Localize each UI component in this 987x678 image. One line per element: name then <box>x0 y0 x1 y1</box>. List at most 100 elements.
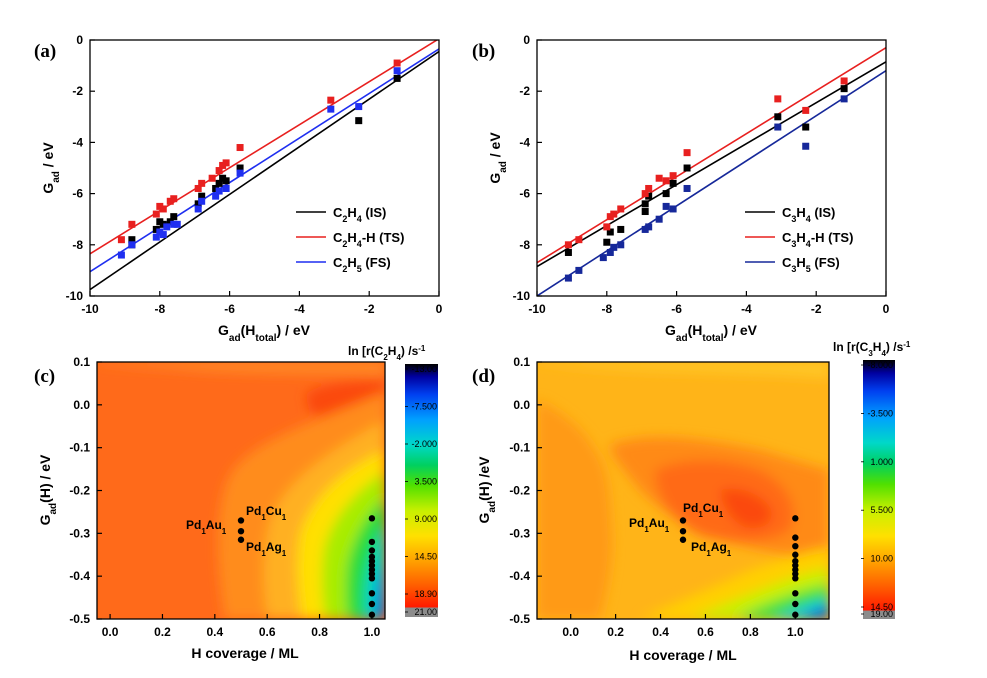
data-point-series-2 <box>159 231 167 239</box>
data-point-series-2 <box>327 105 335 113</box>
data-point-series-2 <box>564 274 572 282</box>
data-point-series-1 <box>236 144 244 152</box>
x-tick-label: 0.4 <box>652 625 669 639</box>
data-point-series-2 <box>662 202 670 210</box>
data-point-series-2 <box>152 233 160 241</box>
panel-a-ticks: -10 -8 -6 -4 -2 0 0 -2 -4 -6 -8 -10 <box>66 33 443 316</box>
data-point-series-1 <box>603 223 611 231</box>
y-tick-label: 0.1 <box>73 355 90 369</box>
data-point-series-0 <box>683 164 691 172</box>
data-point-series-1 <box>198 179 206 187</box>
data-point-series-1 <box>159 205 167 213</box>
y-tick-label: -0.1 <box>509 441 530 455</box>
data-point-series-2 <box>194 205 202 213</box>
data-point-series-2 <box>683 184 691 192</box>
catalyst-point <box>792 575 799 582</box>
catalyst-point <box>368 600 376 608</box>
colorbar-tick-label: 3.500 <box>414 477 437 487</box>
x-tick-label: 0.8 <box>742 625 759 639</box>
data-point-series-1 <box>208 174 216 182</box>
legend-a-ts: C2H4-H (TS) <box>333 230 404 249</box>
x-tick-label: 1.0 <box>364 625 381 639</box>
fit-line-series-0 <box>537 61 886 268</box>
data-point-series-2 <box>575 266 583 274</box>
x-tick-label: 0 <box>883 302 890 316</box>
colorbar-tick-label: -7.500 <box>411 402 437 412</box>
data-point-series-1 <box>802 106 810 114</box>
data-point-series-1 <box>683 149 691 157</box>
data-point-series-2 <box>117 251 125 259</box>
y-tick-label: -8 <box>72 238 83 252</box>
colorbar-tick-label: -13.00 <box>411 364 437 374</box>
catalyst-point <box>679 536 687 543</box>
panel-a-legend: C2H4 (IS) C2H4-H (TS) C2H5 (FS) <box>296 205 404 274</box>
y-tick-label: -4 <box>519 135 530 149</box>
annot-d-pd1ag1: Pd1Ag1 <box>691 540 732 558</box>
colorbar-tick-label: 1.000 <box>870 457 893 467</box>
annot-d-pd1cu1: Pd1Cu1 <box>683 501 724 519</box>
panel-b-xlabel: Gad(Htotal) / eV <box>665 322 758 344</box>
y-tick-label: -2 <box>519 84 530 98</box>
data-point-series-0 <box>774 113 782 121</box>
data-point-series-0 <box>802 123 810 131</box>
data-point-series-1 <box>645 184 653 192</box>
panel-b-legend: C3H4 (IS) C3H4-H (TS) C3H5 (FS) <box>745 205 853 274</box>
y-tick-label: -8 <box>519 238 530 252</box>
data-point-series-2 <box>802 142 810 150</box>
panel-d-colorbar-title: ln [r(C3H4) /s-1 <box>833 340 911 358</box>
data-point-series-2 <box>212 192 220 200</box>
data-point-series-2 <box>215 187 223 195</box>
y-tick-label: -2 <box>72 84 83 98</box>
x-tick-label: -6 <box>671 302 682 316</box>
panel-d-markers <box>679 515 799 618</box>
colorbar-tick-label: 9.000 <box>414 514 437 524</box>
data-point-series-2 <box>669 205 677 213</box>
data-point-series-1 <box>840 77 848 85</box>
data-point-series-0 <box>393 74 401 82</box>
data-point-series-2 <box>393 67 401 75</box>
panel-a-xlabel: Gad(Htotal) / eV <box>218 322 311 344</box>
annot-c-pd1ag1: Pd1Ag1 <box>246 540 287 558</box>
data-point-series-0 <box>606 228 614 236</box>
catalyst-point <box>368 547 376 554</box>
panel-c-colorbar-ticks: -13.00 -7.500 -2.000 3.500 9.000 14.50 18.90 21… <box>405 364 437 617</box>
x-tick-label: -4 <box>741 302 752 316</box>
x-tick-label: -2 <box>811 302 822 316</box>
x-tick-label: 1.0 <box>787 625 804 639</box>
data-point-series-1 <box>669 172 677 180</box>
catalyst-point <box>368 575 376 582</box>
x-tick-label: 0.2 <box>607 625 624 639</box>
catalyst-point <box>237 517 245 524</box>
panel-a-fit-lines <box>90 40 439 291</box>
fit-line-series-1 <box>90 40 439 255</box>
data-point-series-1 <box>215 167 223 175</box>
y-tick-label: -0.3 <box>509 526 530 540</box>
y-tick-label: -0.1 <box>69 441 90 455</box>
data-point-series-2 <box>173 220 181 228</box>
data-point-series-2 <box>355 103 363 111</box>
panel-a-markers <box>117 59 401 259</box>
data-point-series-1 <box>774 95 782 103</box>
y-tick-label: -10 <box>513 289 531 303</box>
catalyst-point <box>679 517 687 524</box>
y-tick-label: -6 <box>72 187 83 201</box>
colorbar-tick-label: 21.00 <box>414 607 437 617</box>
panel-b-fit-lines <box>537 46 886 296</box>
catalyst-point <box>679 527 687 535</box>
legend-a-fs: C2H5 (FS) <box>333 255 391 274</box>
data-point-series-1 <box>641 190 649 198</box>
x-tick-label: 0.0 <box>562 625 579 639</box>
data-point-series-0 <box>128 236 136 244</box>
catalyst-point <box>368 538 376 546</box>
y-tick-label: -0.2 <box>69 484 90 498</box>
x-tick-label: 0.2 <box>154 625 171 639</box>
data-point-series-1 <box>152 210 160 218</box>
data-point-series-0 <box>603 238 611 246</box>
data-point-series-1 <box>327 96 335 104</box>
data-point-series-0 <box>641 200 649 208</box>
y-tick-label: -0.4 <box>69 569 90 583</box>
catalyst-point <box>792 534 799 541</box>
x-tick-label: 0.0 <box>102 625 119 639</box>
